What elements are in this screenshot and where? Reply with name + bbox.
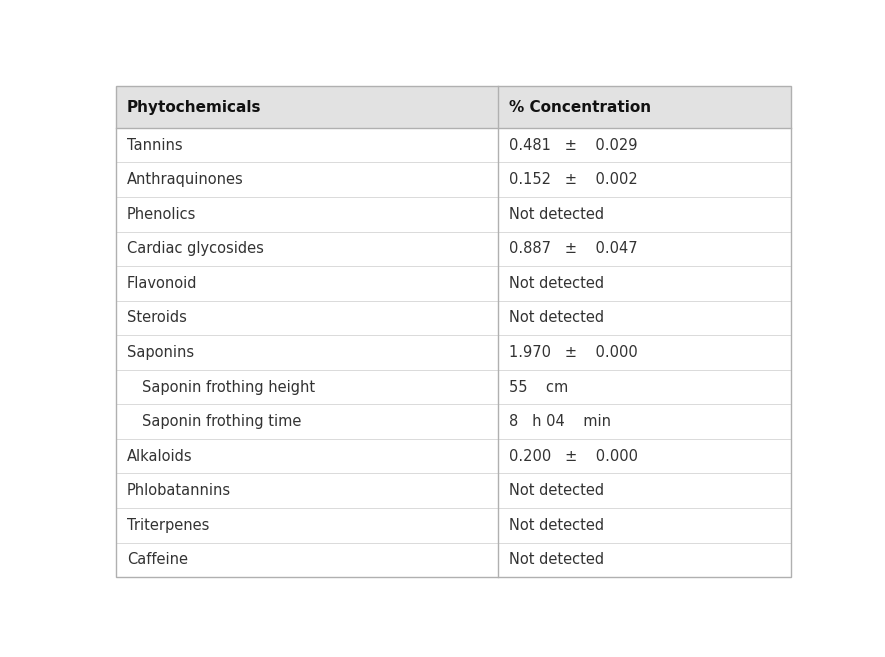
Text: Saponin frothing height: Saponin frothing height xyxy=(142,380,315,395)
Text: Not detected: Not detected xyxy=(509,553,604,568)
Text: 0.887   ±    0.047: 0.887 ± 0.047 xyxy=(509,241,638,256)
Text: 1.970   ±    0.000: 1.970 ± 0.000 xyxy=(509,345,638,360)
Text: % Concentration: % Concentration xyxy=(509,100,651,115)
Text: Not detected: Not detected xyxy=(509,276,604,291)
Text: Phlobatannins: Phlobatannins xyxy=(127,484,231,498)
Bar xyxy=(116,231,791,266)
Bar xyxy=(116,301,791,335)
Text: Alkaloids: Alkaloids xyxy=(127,449,193,464)
Text: Not detected: Not detected xyxy=(509,311,604,325)
Bar xyxy=(116,474,791,508)
Text: Anthraquinones: Anthraquinones xyxy=(127,172,244,187)
Bar xyxy=(116,162,791,197)
Text: Not detected: Not detected xyxy=(509,518,604,533)
Text: Cardiac glycosides: Cardiac glycosides xyxy=(127,241,264,256)
Bar xyxy=(116,266,791,301)
Text: Phenolics: Phenolics xyxy=(127,207,196,222)
Text: Saponins: Saponins xyxy=(127,345,194,360)
Bar xyxy=(116,87,791,128)
Bar xyxy=(116,543,791,577)
Text: 0.481   ±    0.029: 0.481 ± 0.029 xyxy=(509,138,637,152)
Bar xyxy=(116,335,791,370)
Text: Tannins: Tannins xyxy=(127,138,182,152)
Text: 8   h 04    min: 8 h 04 min xyxy=(509,414,612,429)
Bar xyxy=(116,404,791,439)
Text: Caffeine: Caffeine xyxy=(127,553,189,568)
Text: Saponin frothing time: Saponin frothing time xyxy=(142,414,302,429)
Bar xyxy=(116,439,791,474)
Text: Steroids: Steroids xyxy=(127,311,187,325)
Text: 55    cm: 55 cm xyxy=(509,380,568,395)
Text: Flavonoid: Flavonoid xyxy=(127,276,197,291)
Text: Not detected: Not detected xyxy=(509,484,604,498)
Text: Triterpenes: Triterpenes xyxy=(127,518,210,533)
Text: Not detected: Not detected xyxy=(509,207,604,222)
Text: Phytochemicals: Phytochemicals xyxy=(127,100,262,115)
Text: 0.152   ±    0.002: 0.152 ± 0.002 xyxy=(509,172,638,187)
Text: 0.200   ±    0.000: 0.200 ± 0.000 xyxy=(509,449,638,464)
Bar xyxy=(116,508,791,543)
Bar xyxy=(116,197,791,231)
Bar xyxy=(116,128,791,162)
Bar xyxy=(116,370,791,404)
